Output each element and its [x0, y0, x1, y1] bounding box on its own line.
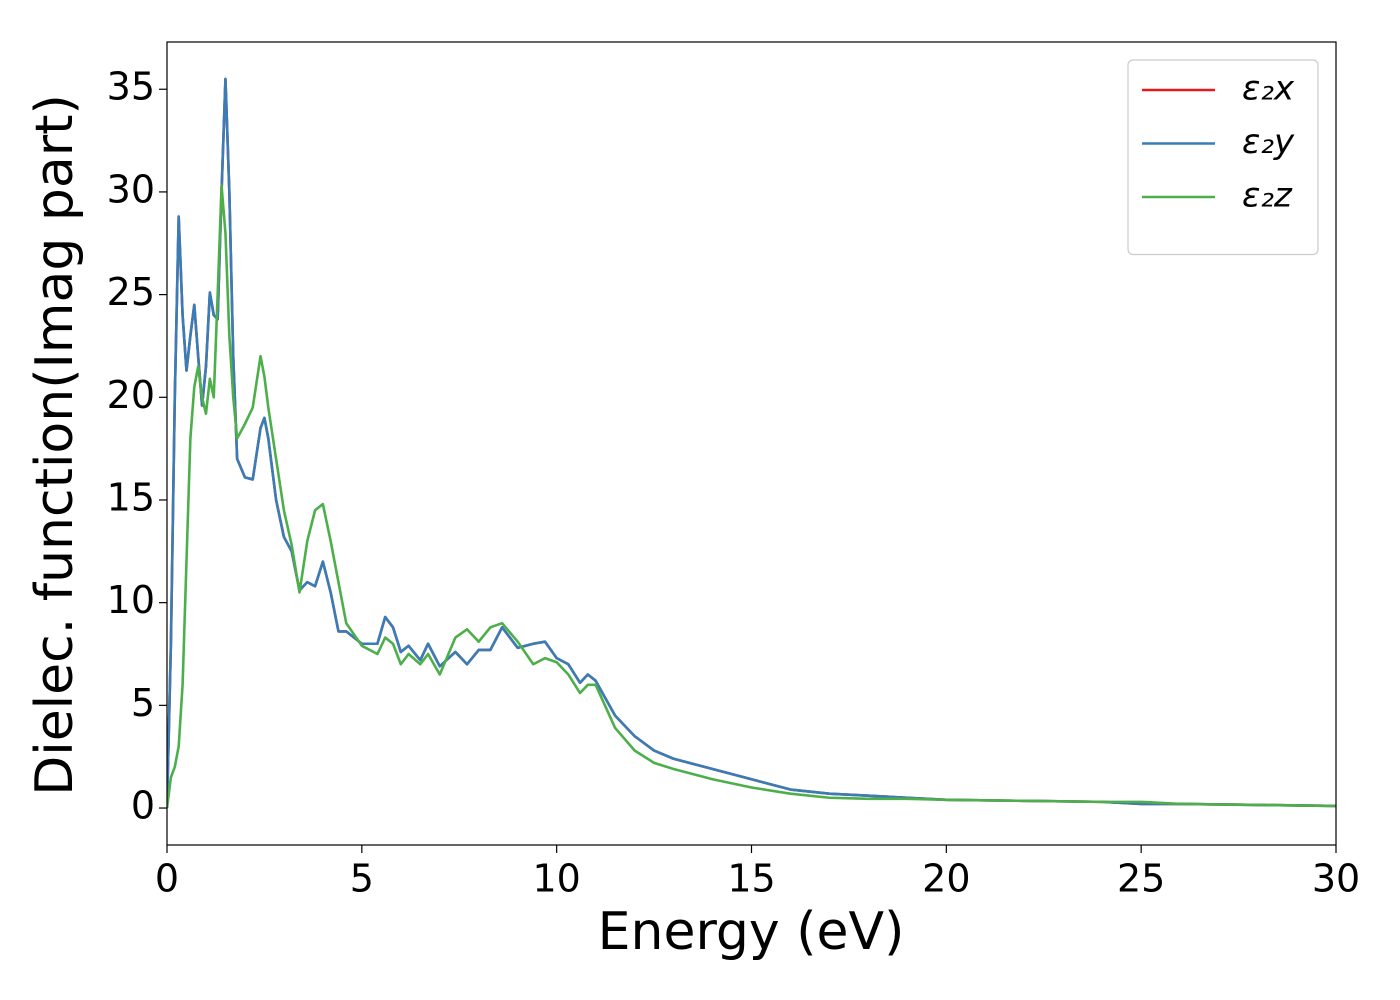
y-tick-label: 10: [107, 578, 155, 622]
y-tick-label: 30: [107, 167, 155, 211]
data-line: [167, 77, 1336, 809]
x-tick-label: 5: [350, 857, 374, 901]
legend-label: ε₂x: [1242, 69, 1295, 109]
y-axis-label: Dielec. function(Imag part): [25, 94, 85, 796]
x-axis-label: Energy (eV): [598, 902, 905, 962]
y-tick-label: 5: [131, 681, 155, 725]
y-tick-label: 25: [107, 270, 155, 314]
x-tick-label: 15: [727, 857, 775, 901]
y-tick-label: 0: [131, 784, 155, 828]
x-tick-label: 30: [1312, 857, 1360, 901]
legend-label: ε₂z: [1242, 176, 1293, 216]
x-tick-label: 10: [532, 857, 580, 901]
legend-label: ε₂y: [1242, 122, 1295, 162]
data-line: [167, 184, 1336, 809]
x-tick-label: 20: [922, 857, 970, 901]
x-tick-label: 25: [1117, 857, 1165, 901]
y-tick-label: 15: [107, 475, 155, 519]
legend-box: [1127, 59, 1319, 256]
x-tick-label: 0: [155, 857, 179, 901]
y-tick-label: 35: [107, 65, 155, 109]
y-tick-label: 20: [107, 373, 155, 417]
